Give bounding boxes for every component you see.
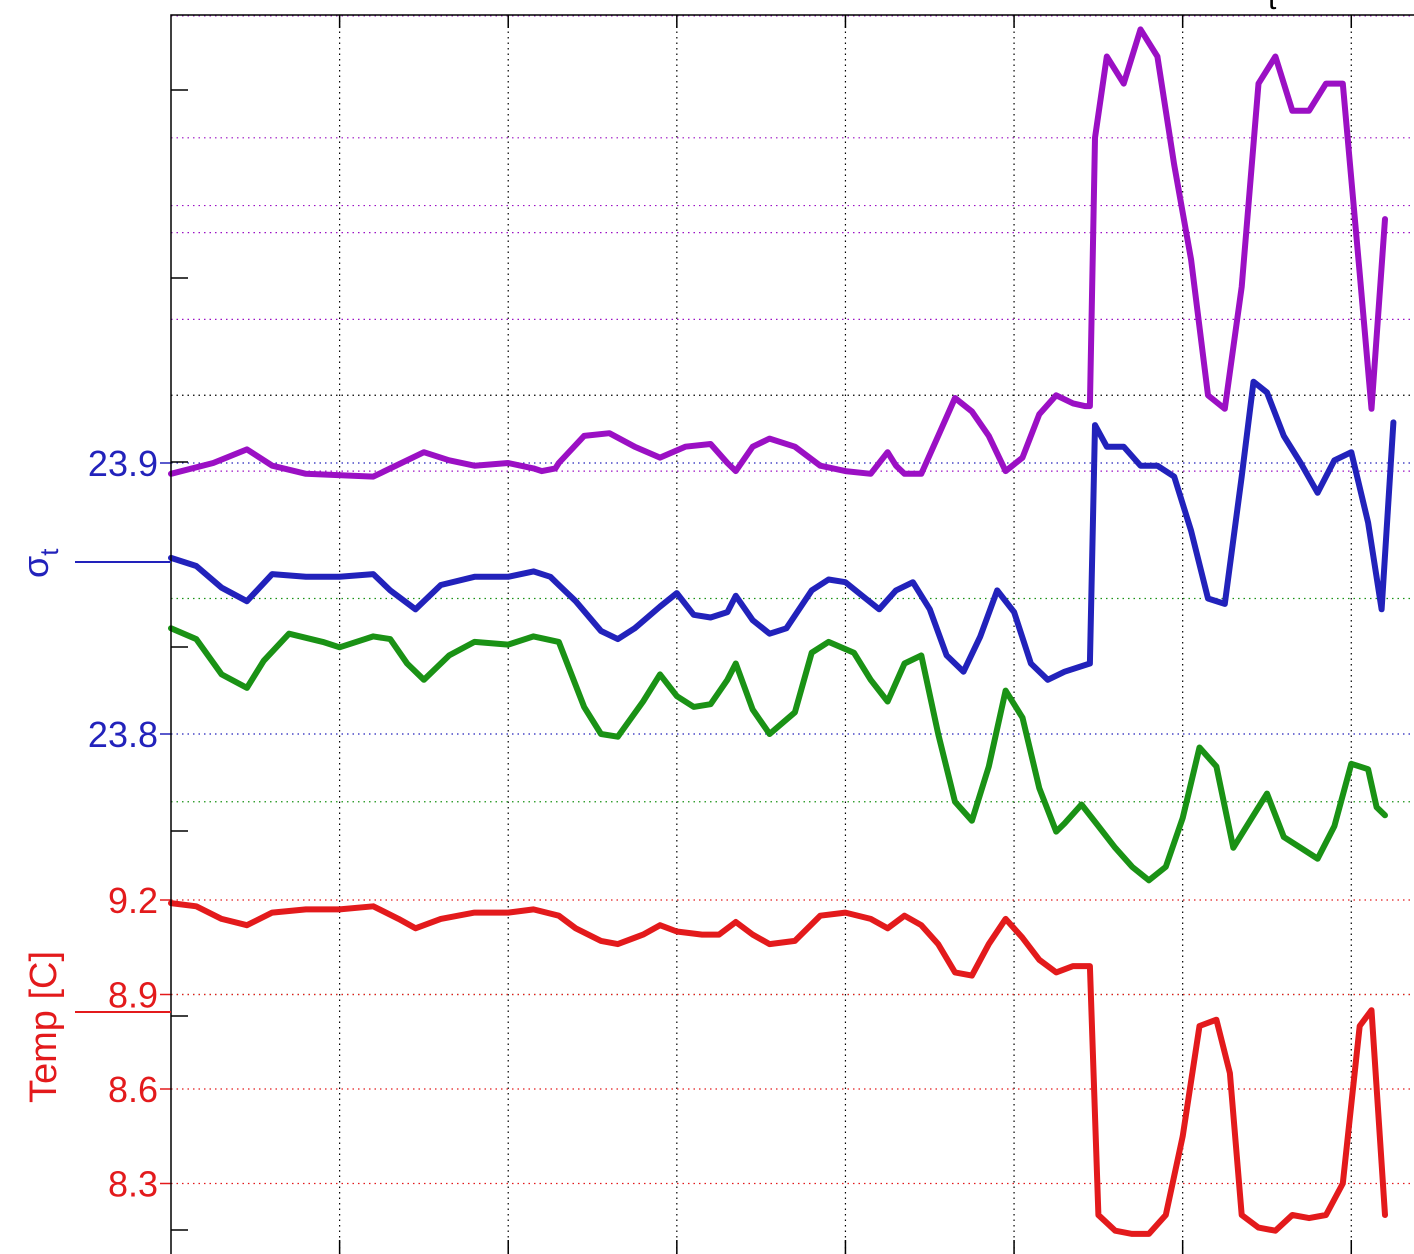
- temp-tick-label: 8.6: [108, 1069, 158, 1110]
- temp-tick-label: 8.9: [108, 975, 158, 1016]
- top-axis-label: t: [1268, 0, 1277, 16]
- chart-ticks: [160, 15, 1353, 1254]
- sigma-label: σt: [15, 548, 64, 578]
- series-line-4: [168, 900, 1388, 1237]
- temp-axis-label: Temp [C]: [23, 951, 171, 1103]
- sigma-label-main: σ: [15, 556, 56, 578]
- sigma-tick-label: 23.8: [88, 714, 158, 755]
- temp-tick-label: 8.3: [108, 1164, 158, 1205]
- chart-grid: [171, 15, 1414, 1254]
- series-line-3: [168, 625, 1388, 884]
- sigma-label-subscript: t: [34, 548, 64, 556]
- sigma-axis-label: σt: [15, 548, 171, 578]
- sigma-tick-label: 23.9: [88, 443, 158, 484]
- series-line-1: [168, 26, 1388, 480]
- temp-tick-label: 9.2: [108, 880, 158, 921]
- plot-frame: [170, 14, 1414, 1254]
- temp-label: Temp [C]: [23, 951, 65, 1103]
- y-axis-labels: 23.9 23.8 9.2 8.9 8.6 8.3: [88, 443, 158, 1205]
- chart-series: [168, 26, 1397, 1237]
- series-line-2: [168, 378, 1397, 683]
